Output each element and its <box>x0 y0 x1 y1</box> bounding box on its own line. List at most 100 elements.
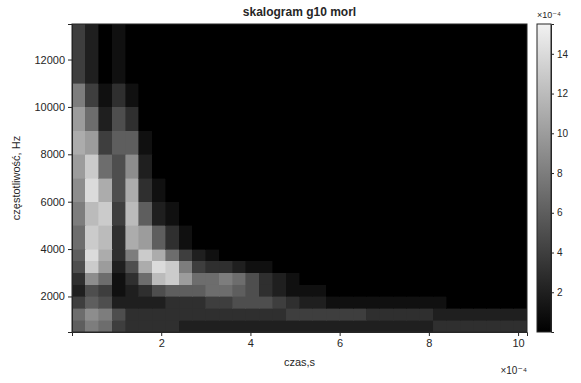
cell <box>179 285 192 297</box>
cell <box>460 285 473 297</box>
cell <box>313 285 326 297</box>
cell <box>326 320 339 332</box>
cell <box>112 261 125 273</box>
y-tick-mark <box>68 202 72 203</box>
cell <box>433 320 446 332</box>
cell <box>366 261 379 273</box>
cell <box>420 24 433 83</box>
cell <box>407 178 420 202</box>
cell <box>460 273 473 285</box>
colorbar-tick-label: 12 <box>557 88 569 99</box>
cell <box>326 24 339 83</box>
cell <box>313 83 326 107</box>
cell <box>313 202 326 226</box>
cell <box>179 154 192 178</box>
cell <box>340 202 353 226</box>
cell <box>286 249 299 261</box>
cell <box>99 273 112 285</box>
cell <box>179 107 192 131</box>
cell <box>139 24 152 83</box>
cell <box>179 296 192 308</box>
colorbar <box>537 24 551 332</box>
cell <box>233 249 246 261</box>
cell <box>166 320 179 332</box>
cell <box>166 24 179 83</box>
cell <box>393 296 406 308</box>
cell <box>152 225 165 249</box>
cell <box>72 249 85 261</box>
cell <box>393 107 406 131</box>
cell <box>353 24 366 83</box>
cell <box>326 178 339 202</box>
cell <box>126 308 139 320</box>
cell <box>366 178 379 202</box>
colorbar-tick-label: 8 <box>557 168 563 179</box>
cell <box>219 308 232 320</box>
cell <box>273 225 286 249</box>
cell <box>340 154 353 178</box>
cell <box>206 296 219 308</box>
cell <box>99 24 112 83</box>
cell <box>206 320 219 332</box>
cell <box>85 178 98 202</box>
cell <box>300 154 313 178</box>
cell <box>286 107 299 131</box>
cell <box>420 83 433 107</box>
colorbar-tick-label: 2 <box>557 287 563 298</box>
cell <box>286 273 299 285</box>
cell <box>112 273 125 285</box>
cell <box>152 249 165 261</box>
cell <box>326 225 339 249</box>
cell <box>460 249 473 261</box>
cell <box>85 202 98 226</box>
cell <box>393 249 406 261</box>
cell <box>139 261 152 273</box>
y-tick-label: 6000 <box>41 196 65 208</box>
cell <box>420 225 433 249</box>
cell <box>460 308 473 320</box>
colorbar-tick: 8 <box>551 168 563 179</box>
cell <box>313 261 326 273</box>
cell <box>407 225 420 249</box>
cell <box>300 308 313 320</box>
cell <box>112 178 125 202</box>
cell <box>407 308 420 320</box>
cell <box>219 154 232 178</box>
cell <box>206 225 219 249</box>
cell <box>233 178 246 202</box>
cell <box>99 308 112 320</box>
y-tick: 10000 <box>34 101 72 113</box>
cell <box>206 154 219 178</box>
cell <box>340 249 353 261</box>
cell <box>473 320 486 332</box>
cell <box>473 273 486 285</box>
cell <box>259 107 272 131</box>
colorbar-tick-mark <box>551 253 554 254</box>
cell <box>192 261 205 273</box>
cell <box>380 83 393 107</box>
cell <box>206 24 219 83</box>
cell <box>219 178 232 202</box>
cell <box>393 225 406 249</box>
cell <box>152 178 165 202</box>
y-tick-label: 12000 <box>34 54 65 66</box>
cell <box>85 261 98 273</box>
cell <box>99 225 112 249</box>
cell <box>139 131 152 155</box>
cell <box>192 131 205 155</box>
cell <box>487 249 500 261</box>
cell <box>233 24 246 83</box>
cell <box>340 24 353 83</box>
cell <box>152 320 165 332</box>
x-axis-multiplier: ×10⁻⁴ <box>500 365 527 376</box>
cell <box>313 154 326 178</box>
cell <box>487 107 500 131</box>
cell <box>340 178 353 202</box>
cell <box>514 24 527 83</box>
cell <box>473 285 486 297</box>
cell <box>246 83 259 107</box>
cell <box>126 202 139 226</box>
cell <box>353 296 366 308</box>
cell <box>126 296 139 308</box>
cell <box>433 285 446 297</box>
